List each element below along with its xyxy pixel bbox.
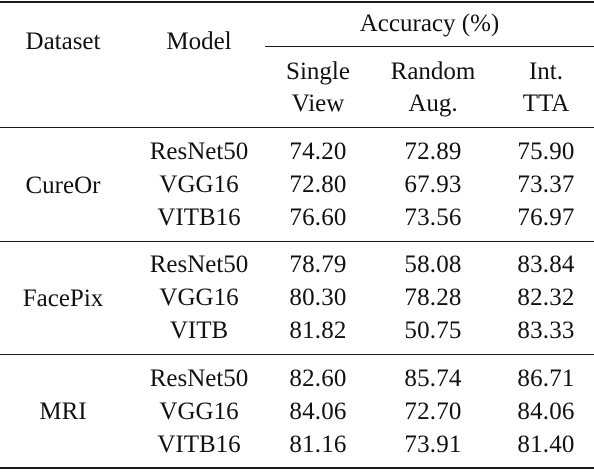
random-aug-cell: 78.28 — [404, 284, 462, 311]
random-aug-cell: 50.75 — [404, 317, 462, 344]
model-cell: VGG16 — [159, 171, 239, 198]
accuracy-group-rule — [265, 46, 594, 48]
model-cell: VITB16 — [157, 204, 241, 231]
single-view-cell: 80.30 — [289, 284, 347, 311]
random-aug-cell: 73.91 — [404, 431, 462, 458]
header-int-tta-line1: Int. — [528, 58, 564, 85]
model-cell: ResNet50 — [149, 365, 249, 392]
table-top-rule — [0, 1, 594, 3]
model-cell: ResNet50 — [149, 138, 249, 165]
int-tta-cell: 82.32 — [517, 284, 575, 311]
header-random-aug-line1: Random — [390, 58, 476, 85]
int-tta-cell: 73.37 — [517, 171, 575, 198]
model-cell: ResNet50 — [149, 251, 249, 278]
group-separator-rule — [0, 354, 594, 356]
int-tta-cell: 81.40 — [517, 431, 575, 458]
header-int-tta-line2: TTA — [522, 90, 570, 117]
model-cell: VGG16 — [159, 284, 239, 311]
random-aug-cell: 67.93 — [404, 171, 462, 198]
random-aug-cell: 73.56 — [404, 204, 462, 231]
table-bottom-rule — [0, 467, 594, 469]
header-accuracy: Accuracy (%) — [359, 10, 500, 37]
model-cell: VGG16 — [159, 398, 239, 425]
dataset-label: MRI — [39, 398, 87, 425]
header-model: Model — [166, 28, 232, 55]
group-separator-rule — [0, 241, 594, 243]
header-bottom-rule — [0, 127, 594, 129]
int-tta-cell: 75.90 — [517, 138, 575, 165]
dataset-label: FacePix — [22, 285, 104, 312]
header-dataset: Dataset — [25, 28, 101, 55]
dataset-label: CureOr — [25, 172, 101, 199]
header-single-view-line2: View — [291, 90, 345, 117]
random-aug-cell: 72.89 — [404, 138, 462, 165]
header-single-view-line1: Single — [286, 58, 350, 85]
single-view-cell: 78.79 — [289, 251, 347, 278]
int-tta-cell: 86.71 — [517, 365, 575, 392]
int-tta-cell: 76.97 — [517, 204, 575, 231]
single-view-cell: 74.20 — [289, 138, 347, 165]
int-tta-cell: 83.84 — [517, 251, 575, 278]
single-view-cell: 81.82 — [289, 317, 347, 344]
random-aug-cell: 72.70 — [404, 398, 462, 425]
int-tta-cell: 83.33 — [517, 317, 575, 344]
single-view-cell: 84.06 — [289, 398, 347, 425]
single-view-cell: 72.80 — [289, 171, 347, 198]
model-cell: VITB16 — [157, 431, 241, 458]
int-tta-cell: 84.06 — [517, 398, 575, 425]
single-view-cell: 76.60 — [289, 204, 347, 231]
single-view-cell: 81.16 — [289, 431, 347, 458]
model-cell: VITB — [169, 317, 229, 344]
random-aug-cell: 85.74 — [404, 365, 462, 392]
header-random-aug-line2: Aug. — [408, 90, 458, 117]
random-aug-cell: 58.08 — [404, 251, 462, 278]
single-view-cell: 82.60 — [289, 365, 347, 392]
